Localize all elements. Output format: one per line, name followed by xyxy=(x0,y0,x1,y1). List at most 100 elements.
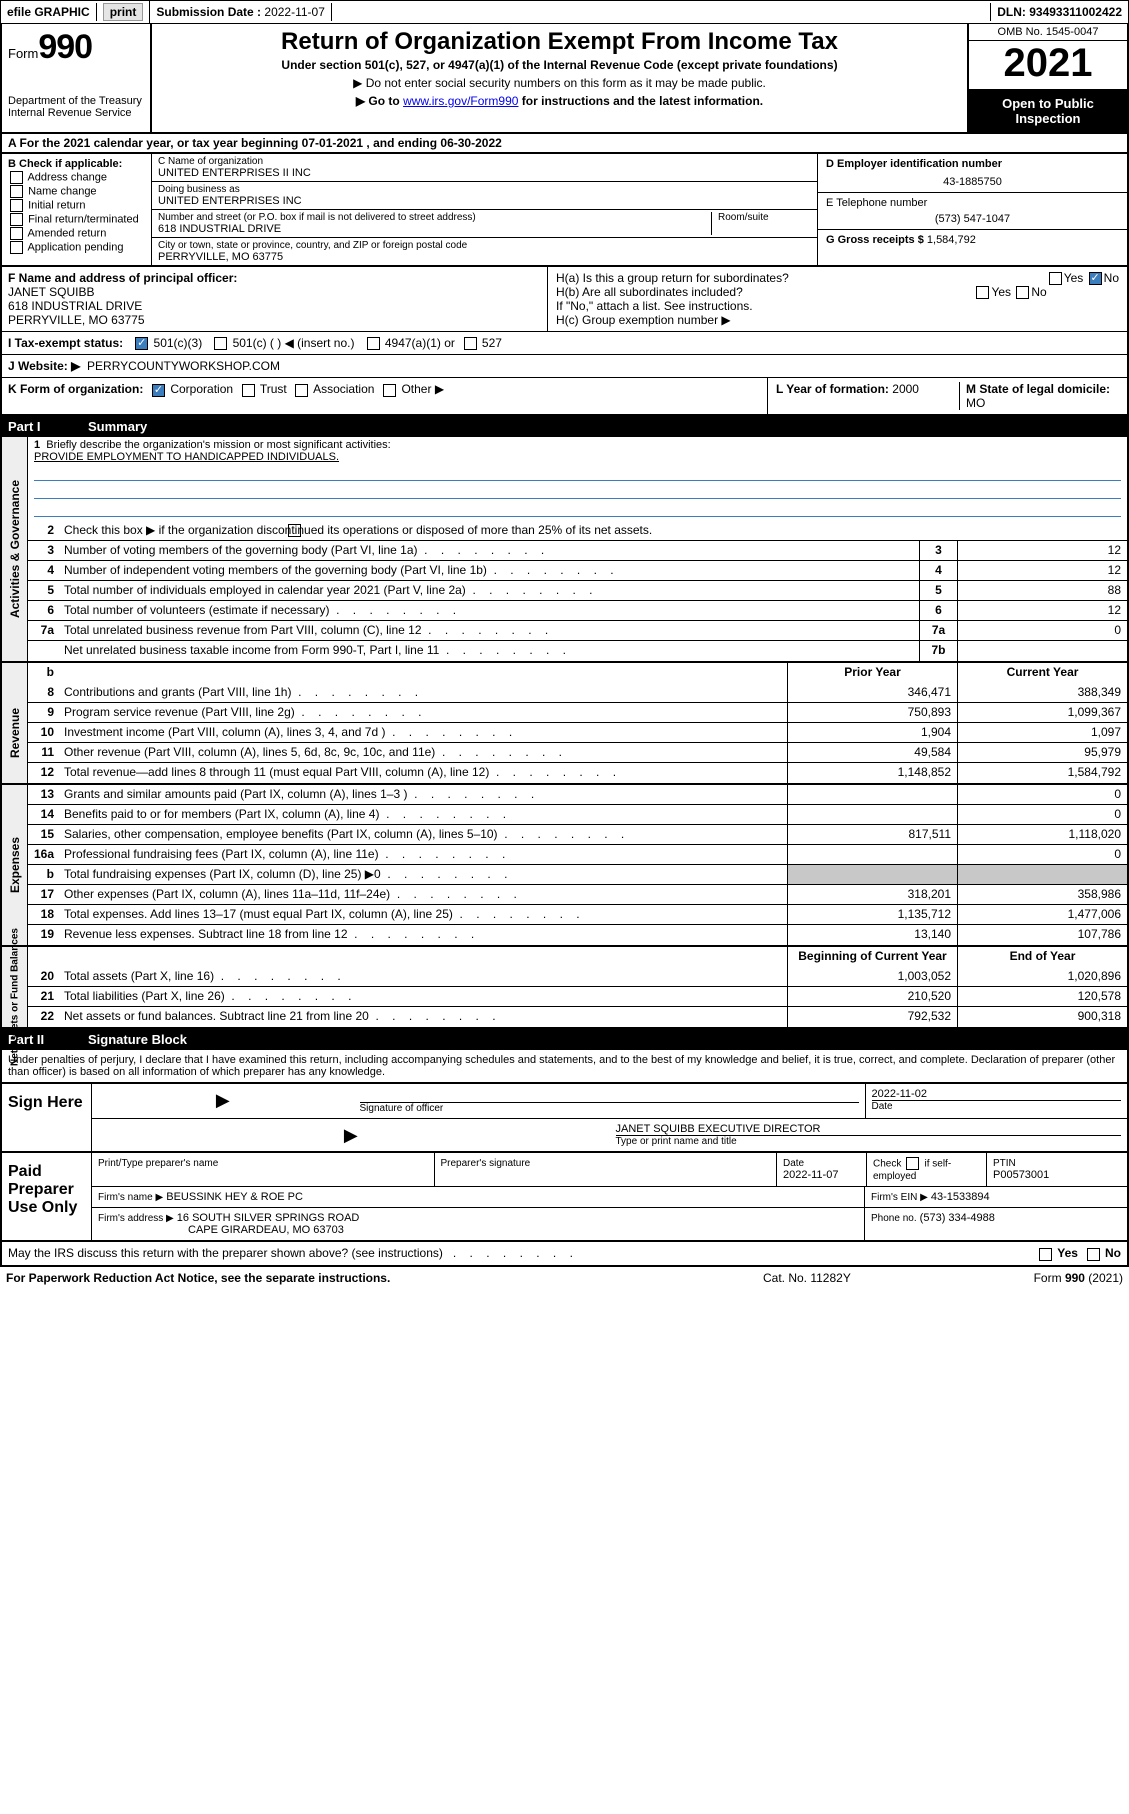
l-label: L Year of formation: xyxy=(776,382,889,396)
row-current: 0 xyxy=(957,805,1127,824)
hb-note: If "No," attach a list. See instructions… xyxy=(556,299,1119,313)
note2-pre: ▶ Go to xyxy=(356,94,403,108)
data-row: 9Program service revenue (Part VIII, lin… xyxy=(28,703,1127,723)
k-opt1: Corporation xyxy=(170,382,233,396)
row-current: 1,099,367 xyxy=(957,703,1127,722)
row-desc: Number of voting members of the governin… xyxy=(60,541,919,560)
print-button[interactable]: print xyxy=(103,3,144,21)
i-527-checkbox[interactable] xyxy=(464,337,477,350)
data-row: 10Investment income (Part VIII, column (… xyxy=(28,723,1127,743)
k-assoc-checkbox[interactable] xyxy=(295,384,308,397)
gov-row: 4Number of independent voting members of… xyxy=(28,561,1127,581)
hdr-current: Current Year xyxy=(957,663,1127,683)
line2-checkbox[interactable] xyxy=(288,524,301,537)
irs-no-checkbox[interactable] xyxy=(1087,1248,1100,1261)
row-box: 4 xyxy=(919,561,957,580)
row-num: 16a xyxy=(28,845,60,864)
form-header: Form990 Department of the Treasury Inter… xyxy=(0,24,1129,134)
rowa-pre: A For the 2021 calendar year, or tax yea… xyxy=(8,136,302,150)
form-subtitle: Under section 501(c), 527, or 4947(a)(1)… xyxy=(160,58,959,72)
row-desc: Salaries, other compensation, employee b… xyxy=(60,825,787,844)
blank-line xyxy=(34,501,1121,517)
row-current: 388,349 xyxy=(957,683,1127,702)
na-hdr-begin: Beginning of Current Year xyxy=(787,947,957,967)
row-num: 20 xyxy=(28,967,60,986)
chk-name-change[interactable]: Name change xyxy=(8,185,145,198)
row-num: 10 xyxy=(28,723,60,742)
row-box: 3 xyxy=(919,541,957,560)
blank-line xyxy=(34,465,1121,481)
sign-row1: ▶ Signature of officer 2022-11-02 Date xyxy=(92,1084,1127,1119)
arrow-icon: ▶ xyxy=(92,1119,610,1151)
sign-here-label: Sign Here xyxy=(2,1084,92,1151)
line2-row: 2 Check this box ▶ if the organization d… xyxy=(28,521,1127,541)
section-c: C Name of organization UNITED ENTERPRISE… xyxy=(152,154,817,265)
row-num xyxy=(28,641,60,661)
yes-label: Yes xyxy=(991,285,1011,299)
form-note1: ▶ Do not enter social security numbers o… xyxy=(160,76,959,90)
website-value: PERRYCOUNTYWORKSHOP.COM xyxy=(87,359,280,373)
k-corp-checkbox[interactable] xyxy=(152,384,165,397)
blank-line xyxy=(34,483,1121,499)
row-num: 7a xyxy=(28,621,60,640)
row-num: 3 xyxy=(28,541,60,560)
gov-row: Net unrelated business taxable income fr… xyxy=(28,641,1127,661)
chk-initial-return[interactable]: Initial return xyxy=(8,199,145,212)
row-current: 900,318 xyxy=(957,1007,1127,1027)
i-501c3-checkbox[interactable] xyxy=(135,337,148,350)
i-4947-checkbox[interactable] xyxy=(367,337,380,350)
c-name-label: C Name of organization xyxy=(158,156,811,167)
ha-row: H(a) Is this a group return for subordin… xyxy=(556,271,1119,285)
chk-final-return[interactable]: Final return/terminated xyxy=(8,213,145,226)
ha-yes-checkbox[interactable] xyxy=(1049,272,1062,285)
data-row: 16aProfessional fundraising fees (Part I… xyxy=(28,845,1127,865)
header-left: Form990 Department of the Treasury Inter… xyxy=(2,24,152,132)
i-opt1: 501(c)(3) xyxy=(154,336,203,350)
sign-date-label: Date xyxy=(872,1100,1122,1112)
row-desc: Other revenue (Part VIII, column (A), li… xyxy=(60,743,787,762)
prep-row1: Print/Type preparer's name Preparer's si… xyxy=(92,1153,1127,1187)
sign-here-block: Sign Here ▶ Signature of officer 2022-11… xyxy=(0,1084,1129,1153)
k-other-checkbox[interactable] xyxy=(383,384,396,397)
officer-name-label: Type or print name and title xyxy=(616,1135,1122,1147)
row-desc: Other expenses (Part IX, column (A), lin… xyxy=(60,885,787,904)
row-num: 19 xyxy=(28,925,60,945)
i-501c-checkbox[interactable] xyxy=(214,337,227,350)
hb-yes-checkbox[interactable] xyxy=(976,286,989,299)
row-val: 12 xyxy=(957,601,1127,620)
may-irs-row: May the IRS discuss this return with the… xyxy=(0,1242,1129,1266)
chk-amended-return[interactable]: Amended return xyxy=(8,227,145,240)
row-desc: Grants and similar amounts paid (Part IX… xyxy=(60,785,787,804)
org-street: 618 INDUSTRIAL DRIVE xyxy=(158,223,711,235)
row-fh: F Name and address of principal officer:… xyxy=(2,267,1127,332)
irs-yes-checkbox[interactable] xyxy=(1039,1248,1052,1261)
vlabel-netassets: Net Assets or Fund Balances xyxy=(2,967,28,1027)
chk-application-pending[interactable]: Application pending xyxy=(8,241,145,254)
data-row: 13Grants and similar amounts paid (Part … xyxy=(28,785,1127,805)
hb-no-checkbox[interactable] xyxy=(1016,286,1029,299)
data-row: 11Other revenue (Part VIII, column (A), … xyxy=(28,743,1127,763)
prep-name-cell: Print/Type preparer's name xyxy=(92,1153,435,1186)
row-desc: Net unrelated business taxable income fr… xyxy=(60,641,919,661)
vlabel-spacer xyxy=(2,663,28,683)
row-desc: Investment income (Part VIII, column (A)… xyxy=(60,723,787,742)
summary-na-hdr: Beginning of Current Year End of Year xyxy=(0,947,1129,967)
checkbox-icon xyxy=(10,171,23,184)
org-name: UNITED ENTERPRISES II INC xyxy=(158,167,811,179)
row-num: 5 xyxy=(28,581,60,600)
ha-label: H(a) Is this a group return for subordin… xyxy=(556,271,789,285)
k-trust-checkbox[interactable] xyxy=(242,384,255,397)
row-current: 1,584,792 xyxy=(957,763,1127,783)
officer-addr2: PERRYVILLE, MO 63775 xyxy=(8,313,145,327)
b-label: B Check if applicable: xyxy=(8,158,145,170)
gov-row: 5Total number of individuals employed in… xyxy=(28,581,1127,601)
self-employed-checkbox[interactable] xyxy=(906,1157,919,1170)
page-footer: For Paperwork Reduction Act Notice, see … xyxy=(0,1267,1129,1289)
irs-link[interactable]: www.irs.gov/Form990 xyxy=(403,94,518,108)
chk-address-change[interactable]: Address change xyxy=(8,171,145,184)
officer-name-cell: JANET SQUIBB EXECUTIVE DIRECTOR Type or … xyxy=(610,1119,1128,1151)
c-street-row: Number and street (or P.O. box if mail i… xyxy=(152,210,817,238)
row-prior: 1,904 xyxy=(787,723,957,742)
ha-no-checkbox[interactable] xyxy=(1089,272,1102,285)
row-current: 1,097 xyxy=(957,723,1127,742)
